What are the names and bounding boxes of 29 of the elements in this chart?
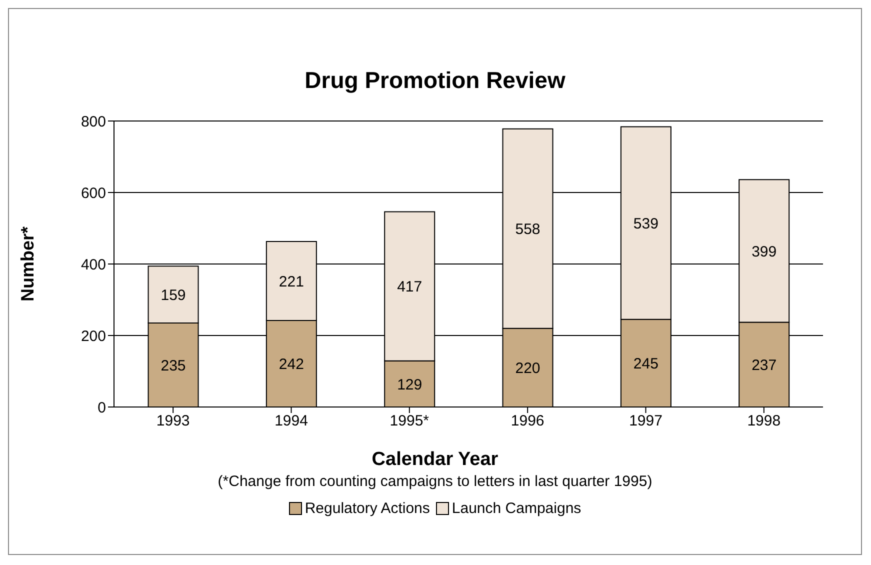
y-axis-title: Number* <box>17 226 38 302</box>
y-tick-label: 0 <box>98 399 106 416</box>
data-label: 237 <box>752 356 777 374</box>
data-label: 558 <box>515 220 540 238</box>
data-label: 417 <box>397 278 422 296</box>
y-tick-label: 200 <box>80 328 106 345</box>
y-tick-label: 600 <box>80 184 106 202</box>
x-tick-label: 1996 <box>510 412 544 430</box>
data-label: 399 <box>752 243 777 260</box>
legend-label: Regulatory Actions <box>304 500 430 517</box>
x-axis-title: Calendar Year <box>370 449 500 471</box>
x-tick-label: 1995* <box>390 412 430 430</box>
text: (*Change from counting campaigns to letters in last quarter 1995) <box>216 473 654 490</box>
x-tick-label: 1994 <box>274 412 308 430</box>
data-label: 129 <box>397 376 422 394</box>
legend-label: Launch Campaigns <box>452 500 582 517</box>
y-tick-label: 400 <box>80 256 106 274</box>
data-label: 221 <box>278 273 304 290</box>
x-tick-label: 1997 <box>629 412 662 430</box>
chart-title: Drug Promotion Review <box>304 67 566 94</box>
data-label: 235 <box>160 357 186 374</box>
data-label: 539 <box>633 215 658 232</box>
data-label: 220 <box>515 360 540 377</box>
x-tick-label: 1993 <box>156 412 190 430</box>
data-label: 242 <box>278 356 304 374</box>
x-tick-label: 1998 <box>747 412 781 430</box>
data-label: 159 <box>160 286 186 304</box>
data-label: 245 <box>633 356 658 373</box>
y-tick-label: 800 <box>80 113 106 130</box>
